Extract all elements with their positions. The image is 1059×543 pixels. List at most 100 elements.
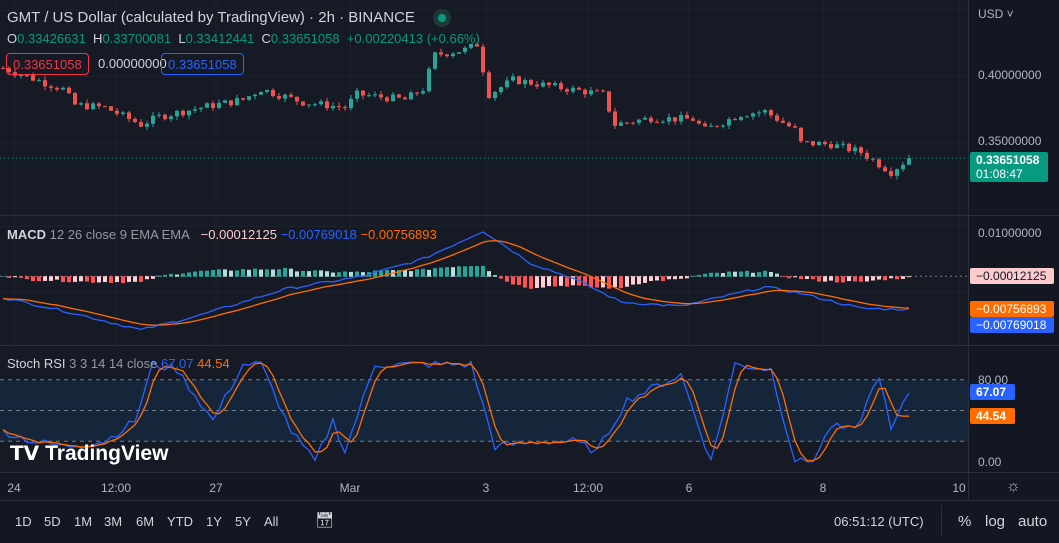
range-3m[interactable]: 3M bbox=[104, 514, 123, 529]
candle-body bbox=[793, 126, 797, 128]
timezone-clock[interactable]: 06:51:12 (UTC) bbox=[834, 514, 924, 529]
histogram-bar bbox=[505, 276, 509, 282]
candle-body bbox=[697, 120, 701, 124]
histogram-bar bbox=[409, 271, 413, 277]
candle-body bbox=[229, 100, 233, 106]
histogram-bar bbox=[703, 273, 707, 277]
candle-body bbox=[421, 91, 425, 94]
histogram-bar bbox=[661, 276, 665, 281]
histogram-bar bbox=[481, 265, 485, 277]
histogram-bar bbox=[19, 276, 23, 278]
stoch-rsi-pane[interactable] bbox=[0, 346, 968, 472]
histogram-bar bbox=[223, 269, 227, 277]
histogram-bar bbox=[589, 276, 593, 288]
candle-body bbox=[553, 83, 557, 86]
candle-body bbox=[757, 112, 761, 114]
histogram-bar bbox=[205, 270, 209, 277]
macd-legend[interactable]: MACD 12 26 close 9 EMA EMA −0.00012125 −… bbox=[7, 227, 437, 242]
histogram-bar bbox=[1, 276, 5, 277]
histogram-bar bbox=[877, 276, 881, 280]
macd-tick: 0.01000000 bbox=[978, 226, 1042, 240]
histogram-bar bbox=[595, 276, 599, 288]
candles-chart[interactable] bbox=[0, 0, 968, 215]
histogram-bar bbox=[655, 276, 659, 281]
range-1d[interactable]: 1D bbox=[15, 514, 32, 529]
histogram-bar bbox=[829, 276, 833, 281]
range-1y[interactable]: 1Y bbox=[206, 514, 222, 529]
histogram-bar bbox=[841, 276, 845, 283]
candle-body bbox=[637, 119, 641, 123]
histogram-bar bbox=[415, 269, 419, 277]
histogram-bar bbox=[889, 276, 893, 279]
histogram-bar bbox=[763, 270, 767, 277]
macd-chart[interactable] bbox=[0, 216, 968, 345]
candle-body bbox=[325, 101, 329, 109]
stoch-chart[interactable] bbox=[0, 346, 968, 472]
range-5d[interactable]: 5D bbox=[44, 514, 61, 529]
candle-body bbox=[415, 92, 419, 94]
settings-gear-icon[interactable]: ☼ bbox=[1006, 478, 1021, 495]
candle-body bbox=[31, 75, 35, 81]
symbol-title[interactable]: GMT / US Dollar (calculated by TradingVi… bbox=[7, 9, 452, 28]
macd-pane[interactable] bbox=[0, 216, 968, 345]
histogram-bar bbox=[403, 270, 407, 277]
histogram-bar bbox=[247, 269, 251, 277]
range-1m[interactable]: 1M bbox=[74, 514, 93, 529]
candle-body bbox=[409, 92, 413, 100]
percent-toggle[interactable]: % bbox=[958, 513, 972, 530]
histogram-bar bbox=[235, 270, 239, 277]
candle-body bbox=[403, 97, 407, 100]
candle-body bbox=[577, 87, 581, 90]
candle-body bbox=[859, 147, 863, 153]
pane-divider[interactable] bbox=[0, 215, 1059, 216]
price-pane[interactable] bbox=[0, 0, 968, 215]
candle-body bbox=[733, 119, 737, 121]
histogram-bar bbox=[229, 270, 233, 277]
buy-button[interactable]: 0.33651058 bbox=[161, 53, 244, 75]
histogram-bar bbox=[541, 276, 545, 288]
candle-body bbox=[175, 110, 179, 117]
histogram-bar bbox=[511, 276, 515, 285]
histogram-bar bbox=[169, 273, 173, 277]
candle-body bbox=[775, 115, 779, 121]
candle-body bbox=[841, 143, 845, 145]
stoch-tick: 0.00 bbox=[978, 455, 1002, 469]
range-6m[interactable]: 6M bbox=[136, 514, 155, 529]
candle-body bbox=[883, 167, 887, 172]
candle-body bbox=[193, 109, 197, 111]
signal-line bbox=[2, 240, 910, 326]
histogram-bar bbox=[469, 266, 473, 277]
histogram-bar bbox=[787, 276, 791, 279]
candle-body bbox=[247, 96, 251, 100]
histogram-bar bbox=[667, 276, 671, 280]
histogram-bar bbox=[271, 269, 275, 277]
histogram-bar bbox=[127, 276, 131, 282]
candle-body bbox=[55, 87, 59, 90]
time-tick: 27 bbox=[209, 481, 223, 495]
log-toggle[interactable]: log bbox=[985, 513, 1006, 530]
candle-body bbox=[583, 89, 587, 95]
stoch-legend[interactable]: Stoch RSI 3 3 14 14 close 67.07 44.54 bbox=[7, 356, 230, 371]
candle-body bbox=[331, 106, 335, 109]
candle-body bbox=[85, 103, 89, 110]
histogram-bar bbox=[493, 275, 497, 277]
range-all[interactable]: All bbox=[264, 514, 279, 529]
histogram-bar bbox=[553, 276, 557, 287]
candle-body bbox=[715, 125, 719, 127]
currency-selector[interactable]: USD ˅ bbox=[978, 7, 1014, 21]
histogram-bar bbox=[349, 271, 353, 277]
histogram-bar bbox=[67, 276, 71, 283]
range-5y[interactable]: 5Y bbox=[235, 514, 251, 529]
macd-signal-label: −0.00756893 bbox=[970, 301, 1054, 317]
calendar-goto-icon[interactable]: 📅︎ bbox=[315, 512, 335, 529]
stoch-tick: 80.00 bbox=[978, 373, 1009, 387]
candle-body bbox=[349, 98, 353, 109]
candle-body bbox=[205, 103, 209, 108]
sell-button[interactable]: 0.33651058 bbox=[6, 53, 89, 75]
candle-body bbox=[805, 141, 809, 143]
candle-body bbox=[811, 141, 815, 146]
histogram-bar bbox=[325, 271, 329, 277]
range-ytd[interactable]: YTD bbox=[167, 514, 193, 529]
pane-divider[interactable] bbox=[0, 345, 1059, 346]
auto-toggle[interactable]: auto bbox=[1018, 513, 1048, 530]
